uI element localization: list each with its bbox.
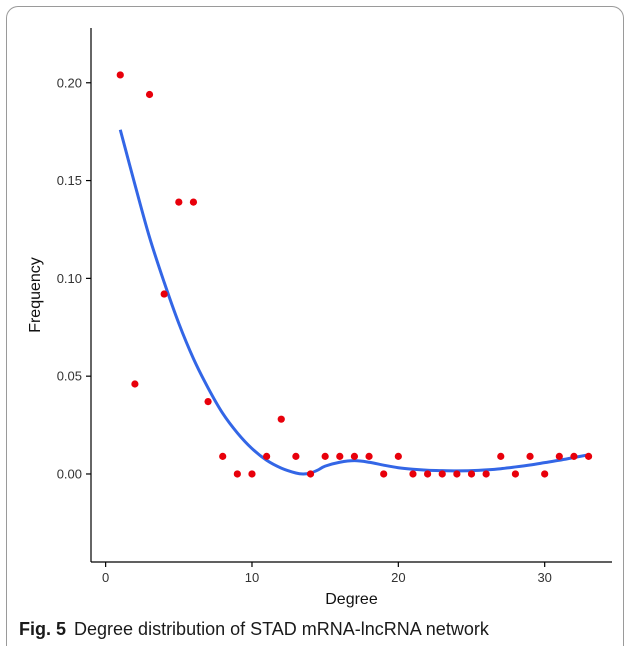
x-tick-label: 20 — [391, 570, 405, 585]
data-point — [482, 470, 490, 478]
y-axis-title: Frequency — [27, 257, 44, 333]
data-point — [189, 198, 198, 206]
data-point — [424, 470, 432, 478]
data-point — [526, 452, 534, 460]
data-point — [541, 470, 549, 478]
data-point — [555, 452, 563, 460]
data-point — [409, 470, 417, 478]
y-ticks: 0.00 0.05 0.10 0.15 0.20 — [57, 75, 91, 481]
data-points — [116, 71, 593, 478]
data-point — [263, 452, 271, 460]
figure-caption: Fig. 5 Degree distribution of STAD mRNA-l… — [19, 619, 489, 640]
y-tick-label: 0.10 — [57, 271, 82, 286]
data-point — [219, 452, 227, 460]
data-point — [453, 470, 461, 478]
axes — [90, 28, 612, 563]
data-point — [131, 380, 139, 388]
data-point — [204, 398, 212, 406]
data-point — [394, 452, 402, 460]
data-point — [145, 90, 154, 99]
data-point — [116, 71, 124, 79]
data-point — [233, 470, 241, 478]
data-point — [350, 452, 359, 460]
y-tick-label: 0.15 — [57, 173, 82, 188]
x-axis-title: Degree — [325, 591, 378, 608]
x-tick-label: 10 — [245, 570, 259, 585]
figure-caption-text: Degree distribution of STAD mRNA-lncRNA … — [74, 619, 489, 639]
data-point — [511, 470, 520, 478]
data-point — [380, 470, 388, 478]
data-point — [336, 452, 344, 460]
data-point — [160, 290, 168, 298]
data-point — [365, 452, 373, 460]
degree-distribution-chart: 0 10 20 30 0.00 0.05 0.10 0.15 0.20 Degree Freq… — [27, 28, 612, 608]
data-point — [497, 452, 505, 460]
x-tick-label: 30 — [537, 570, 551, 585]
y-tick-label: 0.20 — [57, 75, 82, 90]
data-point — [175, 198, 183, 206]
data-point — [584, 452, 593, 460]
data-point — [321, 452, 329, 460]
data-point — [277, 415, 285, 423]
smoothed-fit-line — [118, 129, 589, 476]
y-tick-label: 0.00 — [57, 466, 82, 481]
data-point — [248, 470, 256, 478]
figure-label: Fig. 5 — [19, 619, 67, 639]
data-point — [438, 470, 446, 478]
y-tick-label: 0.05 — [57, 369, 82, 384]
data-point — [570, 452, 578, 460]
data-point — [306, 470, 315, 478]
data-point — [467, 470, 476, 478]
data-point — [292, 452, 300, 460]
x-ticks: 0 10 20 30 — [102, 562, 552, 585]
x-tick-label: 0 — [102, 570, 109, 585]
figure-frame — [6, 6, 624, 646]
